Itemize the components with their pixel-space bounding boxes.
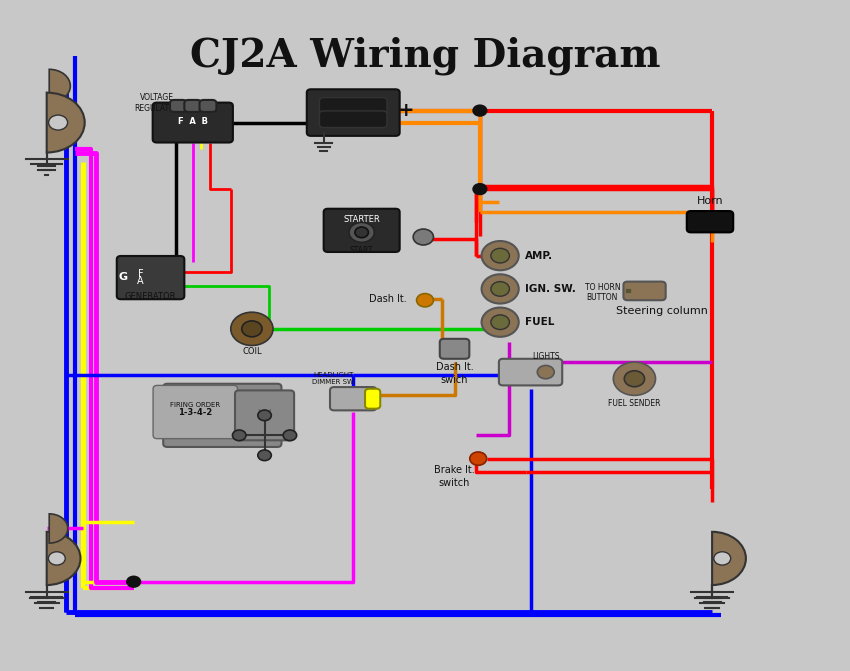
FancyBboxPatch shape [153,385,237,439]
Circle shape [473,184,487,195]
FancyBboxPatch shape [439,339,469,359]
Circle shape [258,450,271,460]
Text: CJ2A Wiring Diagram: CJ2A Wiring Diagram [190,36,660,74]
Circle shape [490,282,509,296]
Text: VOLTAGE
REGULATOR: VOLTAGE REGULATOR [134,93,180,113]
Text: IGN. SW.: IGN. SW. [524,284,575,294]
Text: +: + [398,101,415,120]
FancyBboxPatch shape [116,256,184,299]
FancyBboxPatch shape [499,359,562,385]
FancyBboxPatch shape [320,111,387,127]
FancyBboxPatch shape [623,282,666,300]
Circle shape [482,307,518,337]
Circle shape [413,229,434,245]
Text: START: START [350,246,373,255]
FancyBboxPatch shape [184,100,201,112]
FancyBboxPatch shape [687,211,734,232]
Circle shape [231,312,273,346]
FancyBboxPatch shape [153,103,233,142]
FancyBboxPatch shape [324,209,400,252]
Text: Steering column: Steering column [615,305,707,315]
Circle shape [127,576,140,587]
FancyBboxPatch shape [170,100,187,112]
Text: Brake lt.
switch: Brake lt. switch [434,465,475,488]
FancyBboxPatch shape [163,384,281,447]
Text: FUEL: FUEL [524,317,554,327]
FancyBboxPatch shape [330,387,377,411]
Text: HEADLIGHT
DIMMER SW.: HEADLIGHT DIMMER SW. [312,372,355,385]
Text: G: G [118,272,127,282]
FancyBboxPatch shape [320,97,387,114]
Circle shape [416,294,434,307]
Circle shape [482,241,518,270]
Text: GENERATOR: GENERATOR [125,293,176,301]
Text: A: A [137,276,144,286]
Text: TO HORN
BUTTON: TO HORN BUTTON [585,282,620,302]
Circle shape [490,315,509,329]
Text: FUEL SENDER: FUEL SENDER [608,399,660,408]
Circle shape [470,452,487,465]
Wedge shape [49,514,68,543]
Text: LIGHTS: LIGHTS [532,352,559,361]
Text: FIRING ORDER: FIRING ORDER [170,403,220,409]
Circle shape [48,115,68,130]
Circle shape [624,371,644,386]
Circle shape [490,248,509,263]
Circle shape [482,274,518,303]
Circle shape [283,430,297,441]
Circle shape [473,105,487,116]
Text: 1-3-4-2: 1-3-4-2 [178,407,212,417]
FancyBboxPatch shape [307,89,399,136]
Circle shape [349,222,374,242]
Circle shape [714,552,731,565]
Text: Dash lt.: Dash lt. [369,294,406,304]
Wedge shape [47,532,81,585]
FancyBboxPatch shape [365,389,380,409]
FancyBboxPatch shape [200,100,217,112]
Circle shape [537,366,554,378]
Text: COIL: COIL [242,347,262,356]
Text: W: W [258,409,271,422]
Circle shape [48,552,65,565]
Text: Horn: Horn [697,196,723,206]
FancyBboxPatch shape [235,391,294,440]
Circle shape [355,227,368,238]
Text: F: F [138,269,144,279]
Wedge shape [49,69,71,103]
Circle shape [614,362,655,395]
Text: F  A  B: F A B [178,117,207,125]
Wedge shape [47,93,85,152]
Text: AMP.: AMP. [524,251,553,260]
Text: STARTER: STARTER [343,215,380,223]
Circle shape [232,430,246,441]
Circle shape [241,321,262,337]
Text: Dash lt.
swich: Dash lt. swich [436,362,473,384]
Wedge shape [712,532,746,585]
Circle shape [258,410,271,421]
